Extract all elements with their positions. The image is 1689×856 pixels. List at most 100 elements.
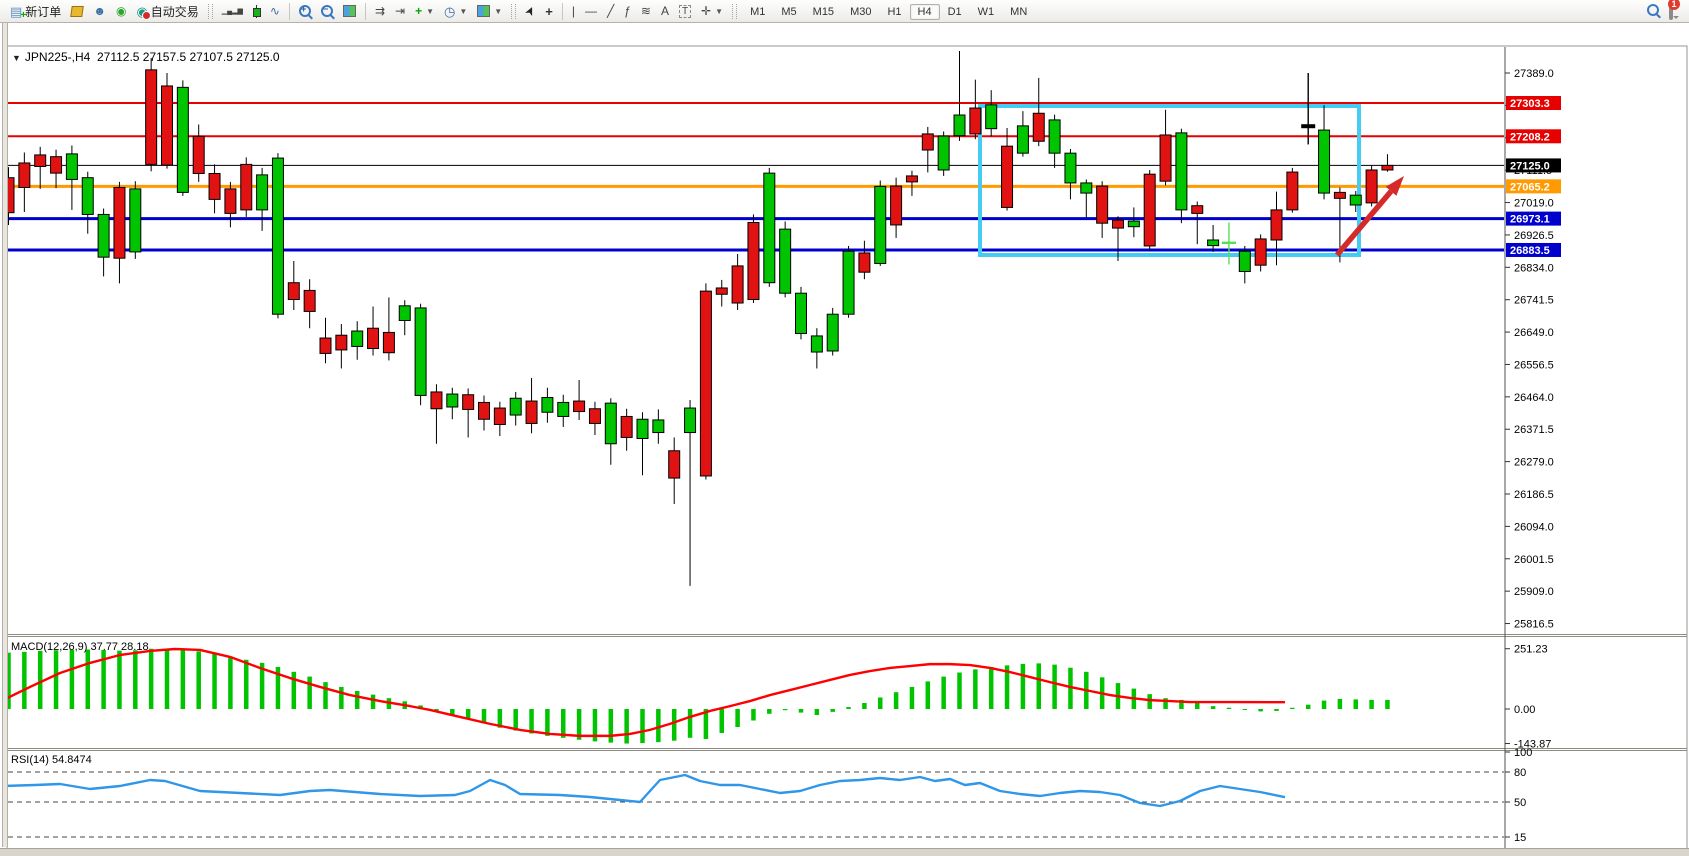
bearish-candle[interactable] bbox=[1112, 219, 1124, 229]
bullish-candle[interactable] bbox=[97, 213, 110, 258]
bearish-candle[interactable] bbox=[588, 408, 601, 424]
bullish-candle[interactable] bbox=[636, 418, 649, 440]
bearish-candle[interactable] bbox=[478, 401, 490, 420]
bearish-candle[interactable] bbox=[890, 185, 903, 226]
bullish-candle[interactable] bbox=[65, 153, 78, 180]
timeframe-M1[interactable]: M1 bbox=[750, 6, 766, 18]
search-button[interactable] bbox=[1647, 3, 1659, 19]
notifications-button[interactable]: 1 bbox=[1668, 0, 1680, 20]
trend-arrow[interactable] bbox=[1334, 189, 1394, 257]
bearish-candle[interactable] bbox=[715, 287, 728, 295]
bearish-candle[interactable] bbox=[113, 186, 126, 259]
bearish-candle[interactable] bbox=[747, 221, 760, 301]
bullish-candle[interactable] bbox=[1080, 182, 1093, 194]
tile-windows-button[interactable] bbox=[339, 4, 360, 18]
trendline-button[interactable]: ╱ bbox=[603, 4, 618, 18]
text-button[interactable]: A bbox=[657, 4, 673, 18]
bullish-candle[interactable] bbox=[557, 401, 570, 417]
bearish-candle[interactable] bbox=[1270, 209, 1283, 241]
candlestick-button[interactable] bbox=[249, 4, 264, 19]
timeframe-H1[interactable]: H1 bbox=[887, 6, 902, 18]
bullish-candle[interactable] bbox=[1207, 239, 1220, 247]
symbol-dropdown-icon[interactable]: ▼ bbox=[12, 53, 21, 63]
cursor-button[interactable]: ➤ bbox=[521, 3, 539, 18]
bullish-candle[interactable] bbox=[446, 393, 459, 408]
bullish-candle[interactable] bbox=[256, 174, 269, 211]
bullish-candle[interactable] bbox=[81, 177, 94, 215]
chart-title[interactable]: ▼ JPN225-,H4 27112.5 27157.5 27107.5 2712… bbox=[12, 50, 280, 64]
bullish-candle[interactable] bbox=[985, 104, 998, 130]
bullish-candle[interactable] bbox=[953, 114, 966, 137]
bearish-candle[interactable] bbox=[335, 334, 348, 351]
indicators-button[interactable]: + ▼ bbox=[411, 4, 438, 18]
bullish-candle[interactable] bbox=[271, 157, 284, 315]
bearish-candle[interactable] bbox=[303, 289, 316, 312]
new-order-button[interactable]: ▤ + 新订单 bbox=[6, 2, 65, 21]
bullish-candle[interactable] bbox=[810, 335, 823, 353]
fibonacci-button[interactable]: ƒ bbox=[620, 4, 635, 18]
bearish-candle[interactable] bbox=[1159, 134, 1172, 182]
bullish-candle[interactable] bbox=[398, 305, 411, 322]
bearish-candle[interactable] bbox=[462, 394, 475, 410]
bullish-candle[interactable] bbox=[779, 228, 792, 294]
bearish-candle[interactable] bbox=[573, 400, 586, 413]
data-window-button[interactable]: ☻ bbox=[89, 4, 110, 18]
bearish-candle[interactable] bbox=[1381, 164, 1394, 171]
bearish-candle[interactable] bbox=[620, 415, 633, 438]
chart-window[interactable]: 27389.027296.527204.027111.527019.026926… bbox=[0, 23, 1689, 856]
timeframe-M5[interactable]: M5 bbox=[781, 6, 797, 18]
bearish-candle[interactable] bbox=[668, 450, 681, 479]
bearish-candle[interactable] bbox=[858, 252, 871, 273]
auto-scroll-button[interactable]: ⇉ bbox=[371, 4, 389, 18]
bearish-candle[interactable] bbox=[382, 331, 395, 354]
bearish-candle[interactable] bbox=[192, 135, 205, 174]
timeframe-W1[interactable]: W1 bbox=[977, 6, 995, 18]
bearish-candle[interactable] bbox=[208, 172, 221, 200]
templates-button[interactable]: ▼ bbox=[473, 4, 506, 18]
bearish-candle[interactable] bbox=[525, 400, 538, 424]
bearish-candle[interactable] bbox=[50, 156, 63, 174]
bearish-candle[interactable] bbox=[1143, 173, 1156, 247]
bearish-candle[interactable] bbox=[921, 133, 934, 151]
bullish-candle[interactable] bbox=[541, 397, 554, 413]
vertical-line-button[interactable]: | bbox=[568, 4, 579, 18]
bullish-candle[interactable] bbox=[509, 397, 522, 416]
bearish-candle[interactable] bbox=[493, 407, 506, 426]
bullish-candle[interactable] bbox=[1016, 125, 1029, 154]
bearish-candle[interactable] bbox=[1333, 191, 1346, 199]
bullish-candle[interactable] bbox=[842, 250, 855, 315]
bearish-candle[interactable] bbox=[1191, 205, 1204, 214]
bullish-candle[interactable] bbox=[1175, 132, 1188, 211]
bullish-candle[interactable] bbox=[1048, 119, 1061, 154]
bearish-candle[interactable] bbox=[240, 163, 253, 211]
bullish-candle[interactable] bbox=[937, 135, 950, 171]
bearish-candle[interactable] bbox=[1001, 145, 1014, 208]
market-watch-button[interactable] bbox=[67, 5, 87, 18]
timeframe-MN[interactable]: MN bbox=[1010, 6, 1028, 18]
chart-shift-button[interactable]: ⇥ bbox=[391, 4, 409, 18]
bearish-candle[interactable] bbox=[319, 337, 332, 354]
bullish-candle[interactable] bbox=[1064, 152, 1077, 184]
bullish-candle[interactable] bbox=[414, 307, 427, 396]
bar-chart-button[interactable]: ▁▄▂▆ bbox=[218, 7, 247, 16]
bearish-candle[interactable] bbox=[367, 327, 380, 350]
timeframe-M30[interactable]: M30 bbox=[850, 6, 872, 18]
bullish-candle[interactable] bbox=[604, 402, 617, 445]
bullish-candle[interactable] bbox=[795, 292, 807, 334]
bullish-candle[interactable] bbox=[176, 86, 189, 193]
periods-button[interactable]: ◷ ▼ bbox=[440, 4, 471, 19]
bullish-candle[interactable] bbox=[826, 313, 839, 352]
navigator-button[interactable]: ◉ bbox=[112, 4, 130, 18]
channels-button[interactable]: ≋ bbox=[637, 4, 655, 18]
bearish-candle[interactable] bbox=[1096, 185, 1109, 224]
bearish-candle[interactable] bbox=[18, 162, 31, 188]
bullish-candle[interactable] bbox=[763, 172, 776, 284]
bullish-candle[interactable] bbox=[1238, 250, 1251, 273]
bearish-candle[interactable] bbox=[731, 265, 744, 304]
analysis-box[interactable] bbox=[978, 104, 1361, 257]
crosshair-button[interactable]: + bbox=[541, 4, 557, 19]
bullish-candle[interactable] bbox=[1349, 194, 1362, 206]
arrows-button[interactable]: ✛ ▼ bbox=[697, 4, 727, 18]
bearish-candle[interactable] bbox=[1365, 169, 1378, 204]
bearish-candle[interactable] bbox=[1254, 238, 1267, 266]
